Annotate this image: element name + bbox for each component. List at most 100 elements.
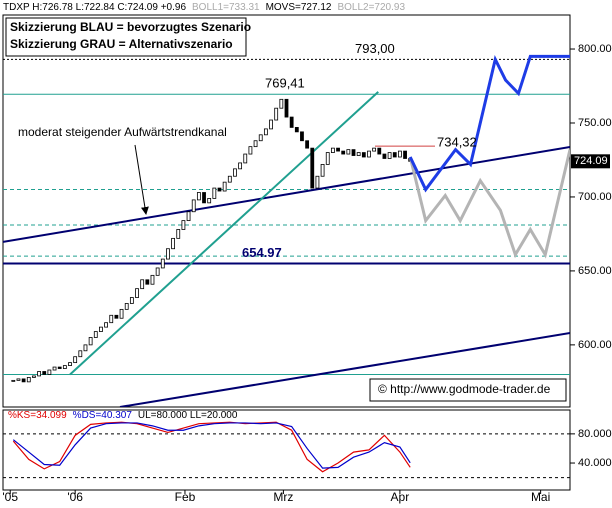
candle: [392, 152, 397, 158]
candle: [346, 149, 351, 155]
x-tick-label: Feb: [175, 490, 196, 504]
candle: [166, 248, 170, 260]
candle: [78, 350, 83, 358]
candle: [207, 198, 212, 204]
x-tick-label: Mai: [531, 490, 550, 504]
candle: [196, 192, 201, 201]
candle: [104, 322, 108, 328]
candle: [284, 98, 289, 118]
x-tick-label: '05: [2, 490, 18, 504]
candle: [99, 326, 103, 332]
stoch-line: [12, 421, 411, 473]
candle: [129, 297, 134, 304]
level-label: 654.97: [242, 245, 282, 260]
candle: [114, 314, 119, 319]
candle: [382, 153, 387, 159]
header: TDXP H:726.78 L:722.84 C:724.09 +0.96 BOL…: [3, 2, 405, 13]
candle: [52, 366, 57, 371]
candle: [135, 288, 139, 298]
candle: [181, 220, 186, 230]
candle: [269, 119, 273, 130]
candle: [217, 187, 222, 192]
candle: [243, 153, 248, 164]
candle: [274, 107, 279, 121]
y-tick-label: 650.00: [578, 265, 612, 277]
candle: [351, 149, 356, 156]
candle: [253, 140, 258, 148]
candle: [289, 116, 294, 128]
candle: [145, 279, 150, 285]
candle: [93, 331, 98, 338]
candle: [310, 147, 315, 189]
candle: [21, 378, 26, 383]
candle: [73, 356, 78, 364]
candle: [300, 131, 304, 142]
header-part: MOVS=727.12: [266, 2, 332, 13]
candle: [222, 181, 227, 192]
candle: [186, 211, 191, 222]
candle: [16, 378, 21, 381]
scenario-line: [408, 54, 570, 193]
candle: [377, 147, 382, 155]
scenario-line: [408, 149, 570, 259]
candle: [150, 274, 155, 285]
stoch-title-part: UL=80.000 LL=20.000: [138, 410, 238, 421]
y-tick-label: 700.00: [578, 191, 612, 203]
price-tag: [571, 154, 610, 169]
stoch-title-part: %DS=40.307: [73, 410, 133, 421]
candle: [367, 150, 371, 158]
candle: [191, 199, 196, 213]
candle: [109, 314, 114, 324]
candle: [238, 162, 243, 170]
y-tick-label: 600.00: [578, 339, 612, 351]
candle: [124, 303, 129, 310]
candle: [258, 134, 263, 142]
notes-box: [5, 17, 247, 57]
candle: [140, 279, 145, 290]
candle: [356, 152, 361, 156]
candle: [155, 267, 160, 276]
candle: [227, 175, 232, 183]
source-box: [369, 378, 567, 402]
y-tick-label: 750.00: [578, 117, 612, 129]
candle: [119, 308, 124, 319]
trend-label: moderat steigender Aufwärtstrendkanal: [18, 125, 227, 139]
arrow: [134, 144, 149, 215]
trendline: [69, 91, 379, 376]
candle: [32, 375, 36, 378]
main-layer: [3, 54, 570, 407]
source: © http://www.godmode-trader.de: [378, 382, 551, 396]
candle: [330, 147, 335, 153]
candle: [83, 344, 88, 352]
header-part: BOLL2=720.93: [337, 2, 405, 13]
candle: [212, 187, 217, 199]
header-part: BOLL1=733.31: [192, 2, 260, 13]
candle: [263, 128, 268, 136]
note: Skizzierung BLAU = bevorzugtes Szenario: [10, 20, 251, 34]
candle: [42, 371, 47, 375]
candle: [248, 146, 253, 155]
candle: [294, 127, 299, 133]
candle: [160, 258, 165, 269]
candle: [233, 168, 237, 177]
candle: [88, 337, 93, 346]
candle: [397, 150, 402, 158]
trendline: [119, 332, 570, 407]
candle: [305, 140, 310, 149]
candle: [62, 365, 67, 369]
stoch-y-tick-label: 40.000: [578, 457, 612, 469]
level-label: 769,41: [265, 76, 305, 91]
candle: [57, 366, 62, 369]
candle: [361, 152, 366, 158]
candle: [320, 164, 325, 177]
x-tick-label: Mrz: [273, 490, 293, 504]
candle: [372, 147, 377, 152]
candle: [315, 175, 320, 189]
candle: [403, 150, 407, 159]
candle: [171, 237, 176, 250]
price-tag-label: 724.09: [574, 155, 608, 167]
candle: [11, 379, 16, 382]
candle: [47, 369, 52, 375]
candle: [176, 229, 181, 239]
